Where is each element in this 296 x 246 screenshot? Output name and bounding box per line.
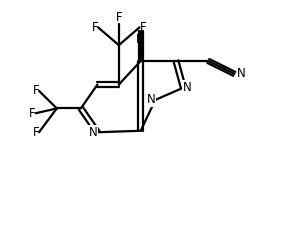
Text: F: F xyxy=(91,21,98,34)
Text: N: N xyxy=(183,81,192,94)
Text: N: N xyxy=(136,33,145,46)
Text: F: F xyxy=(29,107,36,120)
Text: N: N xyxy=(237,67,246,80)
Text: F: F xyxy=(115,12,122,25)
Text: F: F xyxy=(32,126,39,139)
Text: N: N xyxy=(89,126,97,139)
Text: F: F xyxy=(139,21,146,34)
Text: N: N xyxy=(147,93,155,106)
Text: F: F xyxy=(32,84,39,97)
